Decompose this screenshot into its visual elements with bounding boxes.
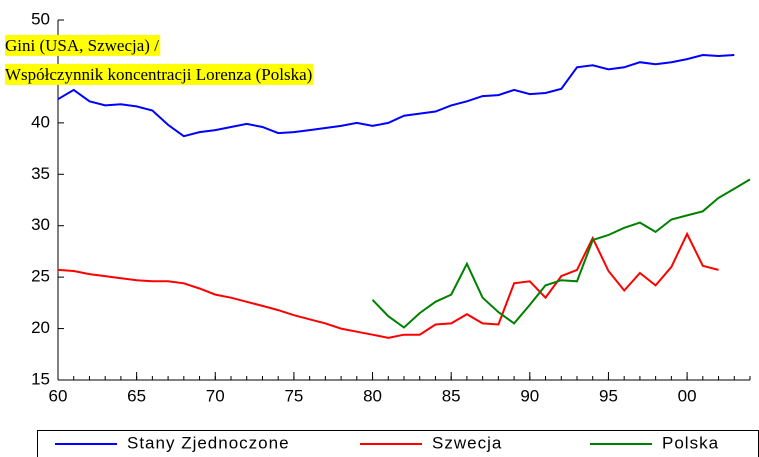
x-tick-label: 60	[49, 386, 68, 405]
x-tick-label: 70	[206, 386, 225, 405]
y-tick-label: 15	[31, 369, 50, 388]
y-tick-label: 30	[31, 215, 50, 234]
legend-label: Szwecja	[432, 433, 502, 452]
title: Gini (USA, Szwecja) / Współczynnik koncen…	[5, 34, 314, 85]
x-tick-label: 80	[363, 386, 382, 405]
legend-label: Polska	[662, 433, 719, 452]
y-tick-label: 20	[31, 318, 50, 337]
x-tick-label: 75	[284, 386, 303, 405]
y-tick-label: 50	[31, 9, 50, 28]
title-highlight	[5, 63, 314, 85]
series-line	[57, 53, 735, 138]
chart-title: Gini (USA, Szwecja) /	[5, 36, 159, 55]
y-tick-label: 25	[31, 267, 50, 286]
series-line	[371, 178, 751, 329]
chart-title: Współczynnik koncentracji Lorenza (Polsk…	[5, 65, 312, 84]
x-tick-label: 00	[678, 386, 697, 405]
y-tick-label: 40	[31, 112, 50, 131]
x-tick-label: 95	[599, 386, 618, 405]
x-tick-label: 90	[520, 386, 539, 405]
series-line	[57, 231, 719, 339]
y-tick-label: 35	[31, 164, 50, 183]
x-tick-label: 85	[442, 386, 461, 405]
title-highlight	[5, 34, 161, 56]
legend-label: Stany Zjednoczone	[127, 433, 290, 452]
x-tick-label: 65	[127, 386, 146, 405]
